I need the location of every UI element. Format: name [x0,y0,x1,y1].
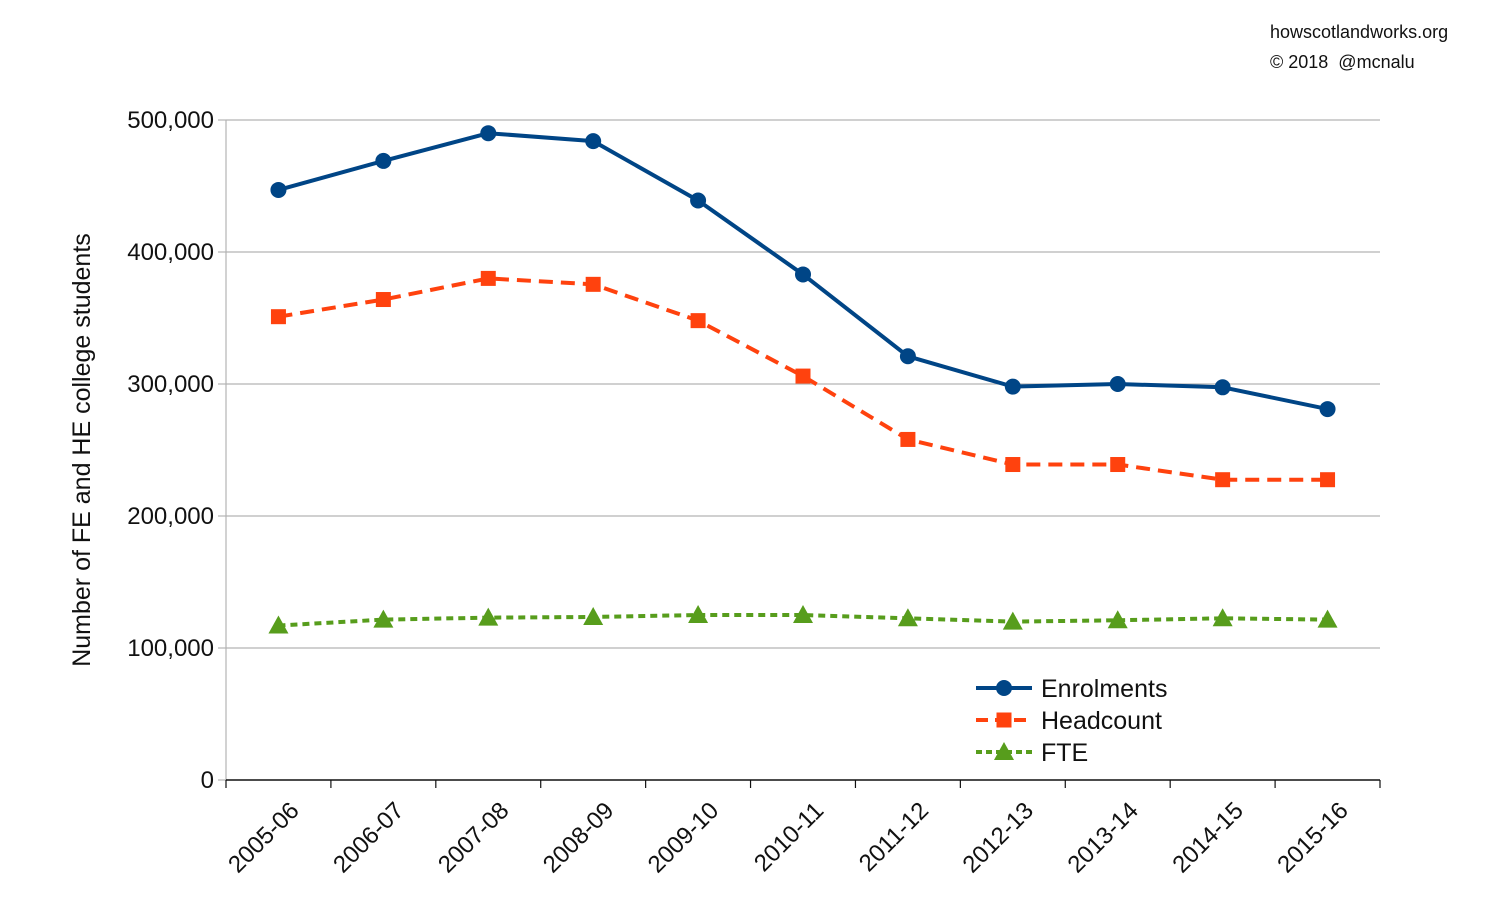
legend-label-enrolments: Enrolments [1041,675,1167,703]
legend-marker-fte [994,742,1014,760]
legend: Enrolments Headcount FTE [976,675,1167,767]
x-tick-label: 2014-15 [1167,797,1248,878]
data-point-enrolments [1109,376,1126,392]
data-point-enrolments [1004,378,1021,395]
data-point-fte [373,609,394,628]
data-point-headcount [1215,472,1231,488]
data-point-fte [1212,608,1233,627]
series-headcount [270,270,1336,488]
data-point-fte [1317,609,1338,628]
data-point-headcount [900,431,916,447]
y-tick-label: 0 [201,767,214,794]
data-point-enrolments [899,348,916,365]
data-point-headcount [585,276,601,292]
data-point-enrolments [585,133,602,150]
data-point-headcount [375,292,391,308]
legend-label-fte: FTE [1041,739,1088,767]
data-point-headcount [1005,457,1021,473]
x-tick-label: 2006-07 [328,797,409,878]
data-point-enrolments [1319,401,1336,418]
x-tick-label: 2015-16 [1272,797,1353,878]
data-point-enrolments [480,125,497,142]
data-point-headcount [480,270,496,286]
legend-marker-enrolments [996,680,1012,696]
x-tick-label: 2012-13 [958,797,1039,878]
data-point-fte [1002,611,1023,630]
data-point-fte [583,606,604,625]
data-point-headcount [1110,457,1126,473]
gridlines [226,119,1380,649]
series-enrolments [270,125,1336,418]
y-tick-label: 200,000 [127,503,214,530]
data-point-fte [268,615,289,634]
x-tick-label: 2008-09 [538,797,619,878]
data-point-enrolments [795,266,811,283]
x-tick-label: 2011-12 [854,797,934,877]
data-point-enrolments [375,152,392,169]
series-group [268,125,1338,634]
x-tick-label: 2009-10 [643,797,724,878]
credit-copyright: © 2018 @mcnalu [1270,52,1415,72]
data-point-headcount [795,368,811,384]
x-tick-label: 2007-08 [433,797,514,878]
series-fte [268,605,1338,634]
data-point-headcount [1320,472,1336,488]
data-point-fte [688,605,709,623]
data-point-fte [793,605,813,623]
data-point-enrolments [690,192,707,209]
data-point-fte [478,607,499,626]
data-point-enrolments [270,181,287,198]
y-tick-label: 100,000 [127,635,214,662]
legend-label-headcount: Headcount [1041,707,1162,735]
credit-site: howscotlandworks.org [1270,22,1449,42]
y-tick-label: 300,000 [127,371,214,398]
y-axis-title: Number of FE and HE college students [68,233,96,667]
data-point-fte [1107,610,1128,629]
y-tick-label: 400,000 [127,239,214,266]
x-tick-label: 2013-14 [1062,797,1143,878]
data-point-enrolments [1214,379,1231,396]
data-point-headcount [690,313,706,329]
axes: 0 100,000 200,000 300,000 400,000 500,000 2005… [127,107,1381,878]
legend-marker-headcount [996,712,1012,728]
series-line-headcount [278,276,1328,482]
x-tick-label: 2005-06 [223,797,304,878]
y-tick-label: 500,000 [127,107,214,134]
data-point-headcount [270,309,286,325]
x-tick-label: 2010-11 [749,797,829,877]
data-point-fte [897,608,918,627]
